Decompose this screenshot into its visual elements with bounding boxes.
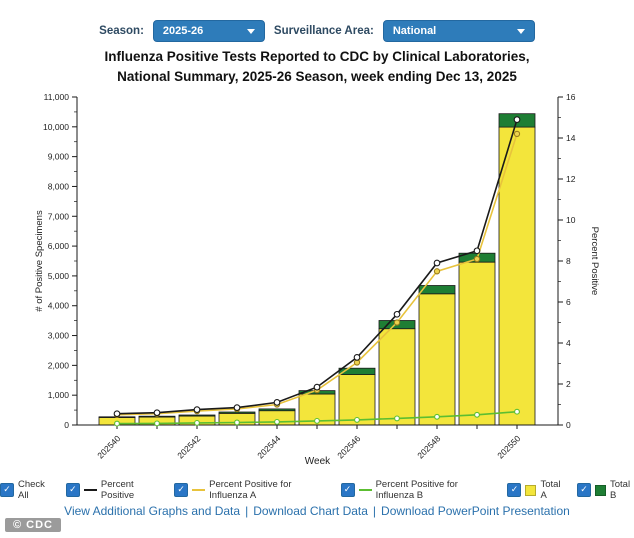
line-percent-positive: [116, 119, 518, 415]
bar-total-b: [258, 408, 296, 412]
svg-text:202546: 202546: [335, 433, 362, 460]
svg-text:10,000: 10,000: [43, 122, 69, 132]
controls-bar: Season: 2025-26 Surveillance Area: Natio…: [0, 20, 634, 42]
bar-total-a: [418, 293, 456, 426]
legend-item-total-a[interactable]: ✓ Total A: [507, 479, 564, 501]
svg-text:3,000: 3,000: [48, 331, 70, 341]
legend-label-check-all: Check All: [18, 479, 45, 501]
surveillance-area-dropdown[interactable]: National: [382, 20, 535, 42]
svg-text:12: 12: [566, 174, 576, 184]
x-axis: 202540 202542 202544 202546 202548 202550 Week: [95, 425, 523, 467]
legend-item-check-all[interactable]: ✓ Check All: [0, 479, 53, 501]
svg-text:7,000: 7,000: [48, 211, 70, 221]
influenza-positive-tests-chart: 0 1,000 2,000 3,000 4,000 5,000 6,000 7,000 8,00…: [0, 86, 634, 478]
bar-total-a: [498, 126, 536, 426]
legend-item-percent-positive-for-influenza-b[interactable]: ✓ Percent Positive for Influenza B: [340, 479, 495, 501]
bar-total-b: [178, 414, 216, 417]
svg-text:9,000: 9,000: [48, 152, 70, 162]
svg-text:1,000: 1,000: [48, 390, 70, 400]
legend-square-icon-total-a: [525, 484, 537, 496]
chart-legend: ✓ Check All ✓ Percent Positive ✓ Percent Posi…: [0, 479, 634, 501]
link-view-additional-graphs-and-data[interactable]: View Additional Graphs and Data: [64, 504, 241, 518]
legend-label-percent-positive-for-influenza-a: Percent Positive for Influenza A: [209, 479, 292, 501]
season-label: Season:: [99, 25, 144, 37]
chart-svg: 0 1,000 2,000 3,000 4,000 5,000 6,000 7,000 8,00…: [34, 92, 600, 467]
svg-text:6: 6: [566, 297, 571, 307]
bar-total-a: [378, 328, 416, 426]
checkbox-percent-positive-for-influenza-b[interactable]: ✓: [340, 483, 355, 497]
legend-label-percent-positive: Percent Positive: [100, 479, 135, 501]
svg-text:202550: 202550: [495, 433, 522, 460]
legend-item-percent-positive-for-influenza-a[interactable]: ✓ Percent Positive for Influenza A: [174, 479, 327, 501]
svg-text:4: 4: [566, 338, 571, 348]
svg-text:5,000: 5,000: [48, 271, 70, 281]
legend-square-icon-total-b: [595, 484, 606, 496]
y-axis-right-title: Percent Positive: [589, 227, 600, 296]
legend-item-total-b[interactable]: ✓ Total B: [577, 479, 634, 501]
link-download-powerpoint-presentation[interactable]: Download PowerPoint Presentation: [381, 504, 570, 518]
svg-text:0: 0: [64, 420, 69, 430]
footer-links: View Additional Graphs and Data | Download…: [0, 504, 634, 518]
svg-text:202548: 202548: [415, 433, 442, 460]
legend-item-percent-positive[interactable]: ✓ Percent Positive: [65, 479, 161, 501]
y-axis-left-title: # of Positive Specimens: [34, 210, 45, 312]
legend-dash-icon-percent-positive: [83, 489, 97, 491]
y-axis-left: 0 1,000 2,000 3,000 4,000 5,000 6,000 7,000 8,00…: [34, 92, 77, 430]
link-separator: |: [372, 504, 377, 518]
svg-text:10: 10: [566, 215, 576, 225]
bars-total-a: [98, 126, 536, 426]
svg-text:8,000: 8,000: [48, 181, 70, 191]
markers-percent-positive: [113, 116, 521, 418]
svg-text:2,000: 2,000: [48, 360, 70, 370]
season-dropdown[interactable]: 2025-26: [152, 20, 265, 42]
bar-total-b: [418, 285, 456, 295]
svg-text:2: 2: [566, 379, 571, 389]
svg-text:202540: 202540: [95, 433, 122, 460]
line-percent-positive-for-influenza-a: [116, 133, 518, 416]
cdc-watermark: © CDC: [5, 518, 61, 532]
legend-dash-icon-percent-positive-for-influenza-a: [192, 489, 206, 491]
season-dropdown-value: 2025-26: [162, 25, 204, 37]
bar-total-a: [458, 261, 496, 426]
markers-percent-positive-for-influenza-b: [114, 408, 520, 427]
link-separator: |: [245, 504, 249, 518]
svg-text:8: 8: [566, 256, 571, 266]
legend-label-percent-positive-for-influenza-b: Percent Positive for Influenza B: [375, 479, 458, 501]
legend-label-total-a: Total A: [540, 479, 561, 501]
checkbox-percent-positive-for-influenza-a[interactable]: ✓: [174, 483, 189, 497]
svg-text:14: 14: [566, 133, 576, 143]
chart-title: Influenza Positive Tests Reported to CDC…: [0, 47, 634, 87]
chevron-down-icon: [516, 28, 525, 34]
svg-text:0: 0: [566, 420, 571, 430]
chevron-down-icon: [246, 28, 255, 34]
svg-text:4,000: 4,000: [48, 301, 70, 311]
svg-text:6,000: 6,000: [48, 241, 70, 251]
checkbox-total-a[interactable]: ✓: [507, 483, 522, 497]
svg-text:202542: 202542: [175, 433, 202, 460]
svg-text:11,000: 11,000: [44, 92, 70, 102]
legend-label-total-b: Total B: [610, 479, 631, 501]
checkbox-percent-positive[interactable]: ✓: [65, 483, 80, 497]
svg-text:202544: 202544: [255, 433, 282, 460]
bar-total-a: [338, 374, 376, 426]
surveillance-area-label: Surveillance Area:: [273, 25, 374, 37]
surveillance-area-dropdown-value: National: [392, 25, 437, 37]
chart-title-line1: Influenza Positive Tests Reported to CDC…: [104, 49, 530, 64]
checkbox-check-all[interactable]: ✓: [0, 483, 14, 497]
legend-dash-icon-percent-positive-for-influenza-b: [358, 489, 372, 491]
y-axis-right: 0 2 4 6 8 10 12 14 16 Percent Positive: [558, 92, 600, 430]
x-axis-title: Week: [305, 456, 331, 467]
bar-total-b: [218, 411, 256, 414]
chart-title-line2: National Summary, 2025-26 Season, week e…: [117, 69, 517, 84]
svg-text:16: 16: [566, 92, 576, 102]
link-download-chart-data[interactable]: Download Chart Data: [253, 504, 368, 518]
checkbox-total-b[interactable]: ✓: [577, 483, 591, 497]
